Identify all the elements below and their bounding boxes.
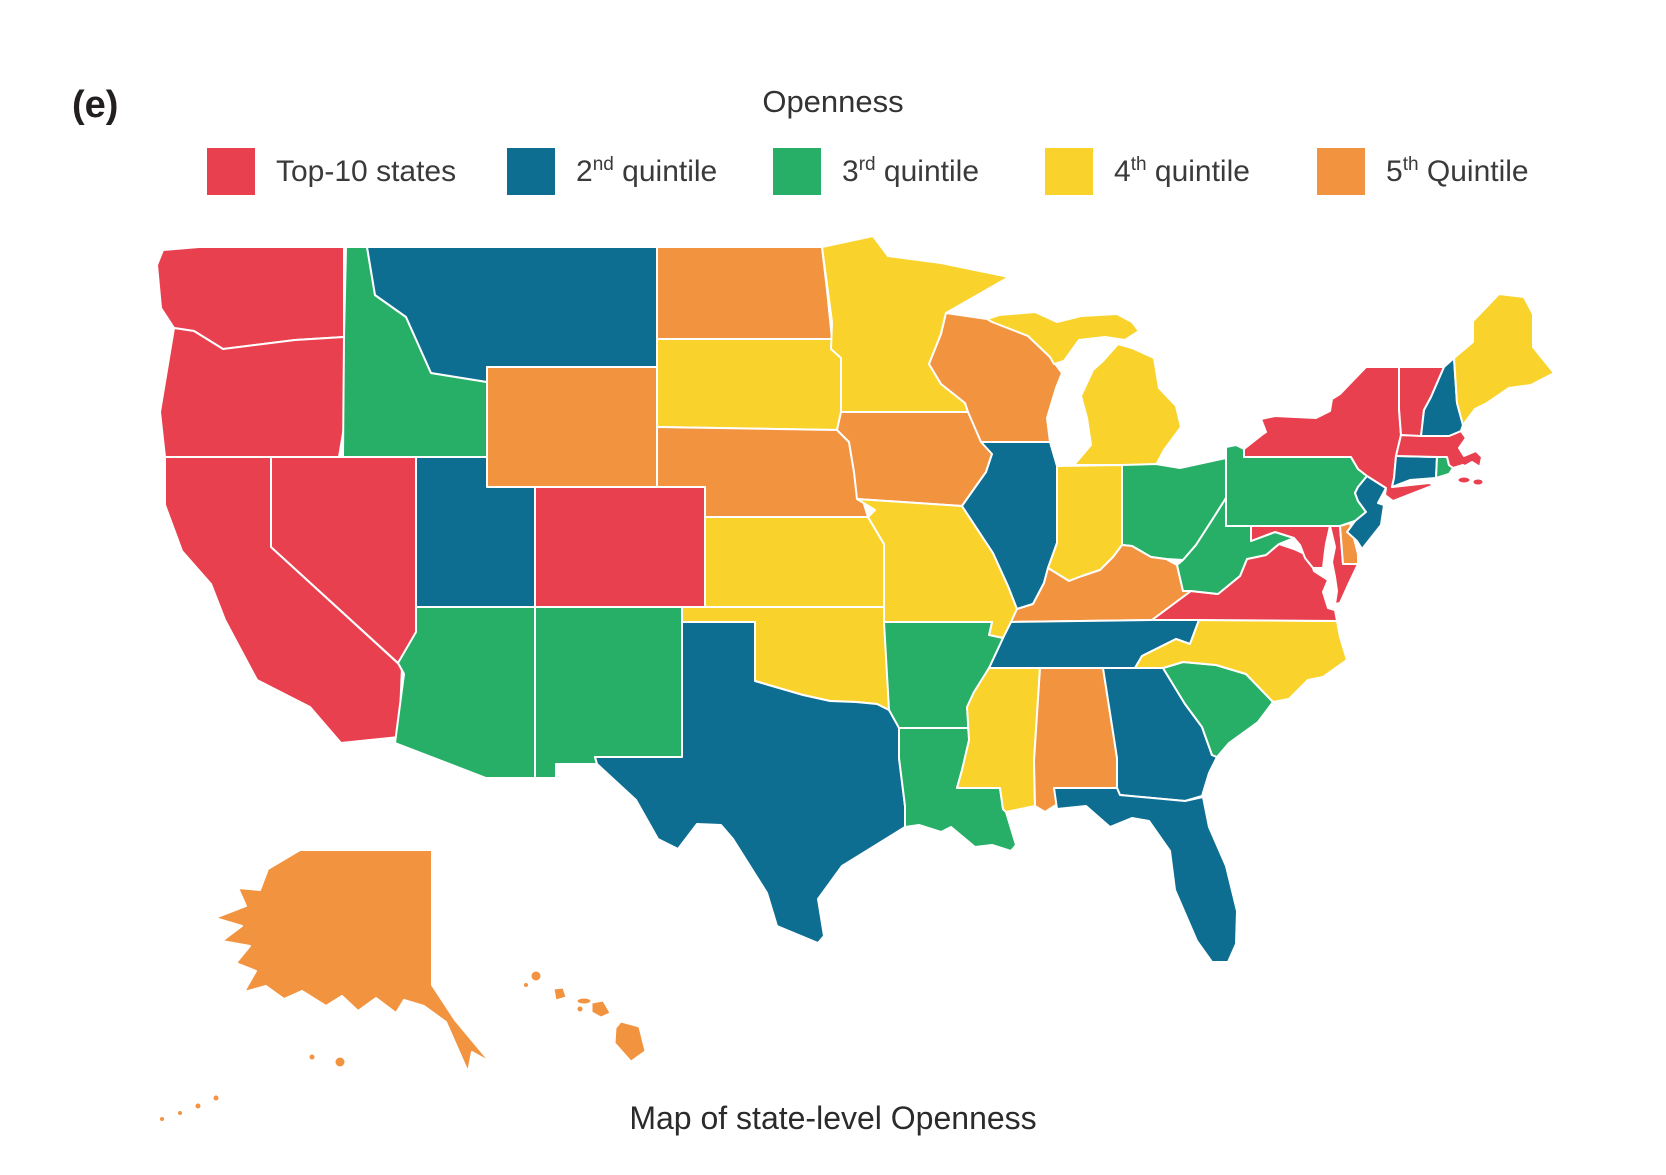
state-arizona xyxy=(394,606,536,779)
state-colorado xyxy=(534,486,706,608)
alaska-aleutian-island xyxy=(308,1053,316,1061)
legend-label-quintile-3: 3rd quintile xyxy=(842,155,979,189)
alaska-aleutian-island xyxy=(159,1116,165,1122)
state-texas xyxy=(594,621,906,944)
state-connecticut xyxy=(1391,455,1438,488)
legend-item-top10: Top-10 states xyxy=(207,148,456,195)
state-maryland-main xyxy=(1250,525,1331,569)
state-michigan-lower xyxy=(1073,343,1182,466)
legend-label-text: Top-10 states xyxy=(276,154,457,188)
state-south-dakota xyxy=(656,338,842,431)
map-caption: Map of state-level Openness xyxy=(629,1100,1037,1136)
state-florida xyxy=(1053,787,1238,963)
legend: Top-10 states 2nd quintile 3rd quintile … xyxy=(0,148,1666,195)
legend-item-quintile-3: 3rd quintile xyxy=(773,148,979,195)
state-kansas xyxy=(704,516,885,608)
legend-label-sup: nd xyxy=(592,153,614,175)
hawaii-molokai xyxy=(576,997,592,1005)
alaska-aleutian-island xyxy=(212,1094,220,1102)
hawaii-big-island xyxy=(614,1021,646,1062)
alaska-aleutian-island xyxy=(177,1110,183,1116)
state-iowa xyxy=(836,411,993,507)
hawaii-oahu xyxy=(553,987,567,1001)
legend-label-quintile-4: 4th quintile xyxy=(1114,155,1250,189)
legend-label-rest: quintile xyxy=(1146,154,1250,188)
state-maine xyxy=(1453,293,1555,426)
legend-label-text: 4 xyxy=(1114,154,1131,188)
legend-swatch-quintile-5 xyxy=(1317,148,1365,195)
state-massachusetts-island xyxy=(1472,478,1484,486)
legend-label-sup: rd xyxy=(858,153,876,175)
hawaii-maui xyxy=(591,1000,611,1018)
state-alaska xyxy=(214,849,491,1073)
legend-swatch-quintile-3 xyxy=(773,148,821,195)
state-oregon xyxy=(159,327,350,458)
legend-swatch-quintile-2 xyxy=(507,148,555,195)
alaska-aleutian-island xyxy=(194,1102,202,1110)
legend-label-text: 3 xyxy=(842,154,859,188)
hawaii-niihau xyxy=(523,982,529,988)
state-michigan-upper xyxy=(986,311,1140,365)
legend-label-quintile-5: 5th Quintile xyxy=(1386,155,1529,189)
legend-label-text: 2 xyxy=(576,154,593,188)
state-north-dakota xyxy=(656,246,833,340)
legend-label-sup: th xyxy=(1130,153,1147,175)
state-north-carolina xyxy=(1134,619,1348,703)
legend-item-quintile-4: 4th quintile xyxy=(1045,148,1250,195)
state-massachusetts-island xyxy=(1457,476,1471,484)
legend-label-rest: Quintile xyxy=(1418,154,1529,188)
legend-label-quintile-2: 2nd quintile xyxy=(576,155,717,189)
legend-label-sup: th xyxy=(1402,153,1419,175)
figure-title: Openness xyxy=(762,84,904,119)
legend-swatch-quintile-4 xyxy=(1045,148,1093,195)
legend-label-text: 5 xyxy=(1386,154,1403,188)
alaska-kodiak-island xyxy=(334,1056,346,1068)
state-wyoming xyxy=(486,366,658,488)
hawaii-kauai xyxy=(530,970,542,982)
legend-item-quintile-2: 2nd quintile xyxy=(507,148,717,195)
state-new-mexico xyxy=(534,606,683,779)
legend-label-top10: Top-10 states xyxy=(276,155,456,189)
legend-swatch-top10 xyxy=(207,148,255,195)
panel-label: (e) xyxy=(72,84,119,126)
state-new-jersey xyxy=(1346,475,1387,550)
legend-item-quintile-5: 5th Quintile xyxy=(1317,148,1529,195)
legend-label-rest: quintile xyxy=(875,154,979,188)
hawaii-lanai xyxy=(576,1005,584,1013)
legend-label-rest: quintile xyxy=(613,154,718,188)
